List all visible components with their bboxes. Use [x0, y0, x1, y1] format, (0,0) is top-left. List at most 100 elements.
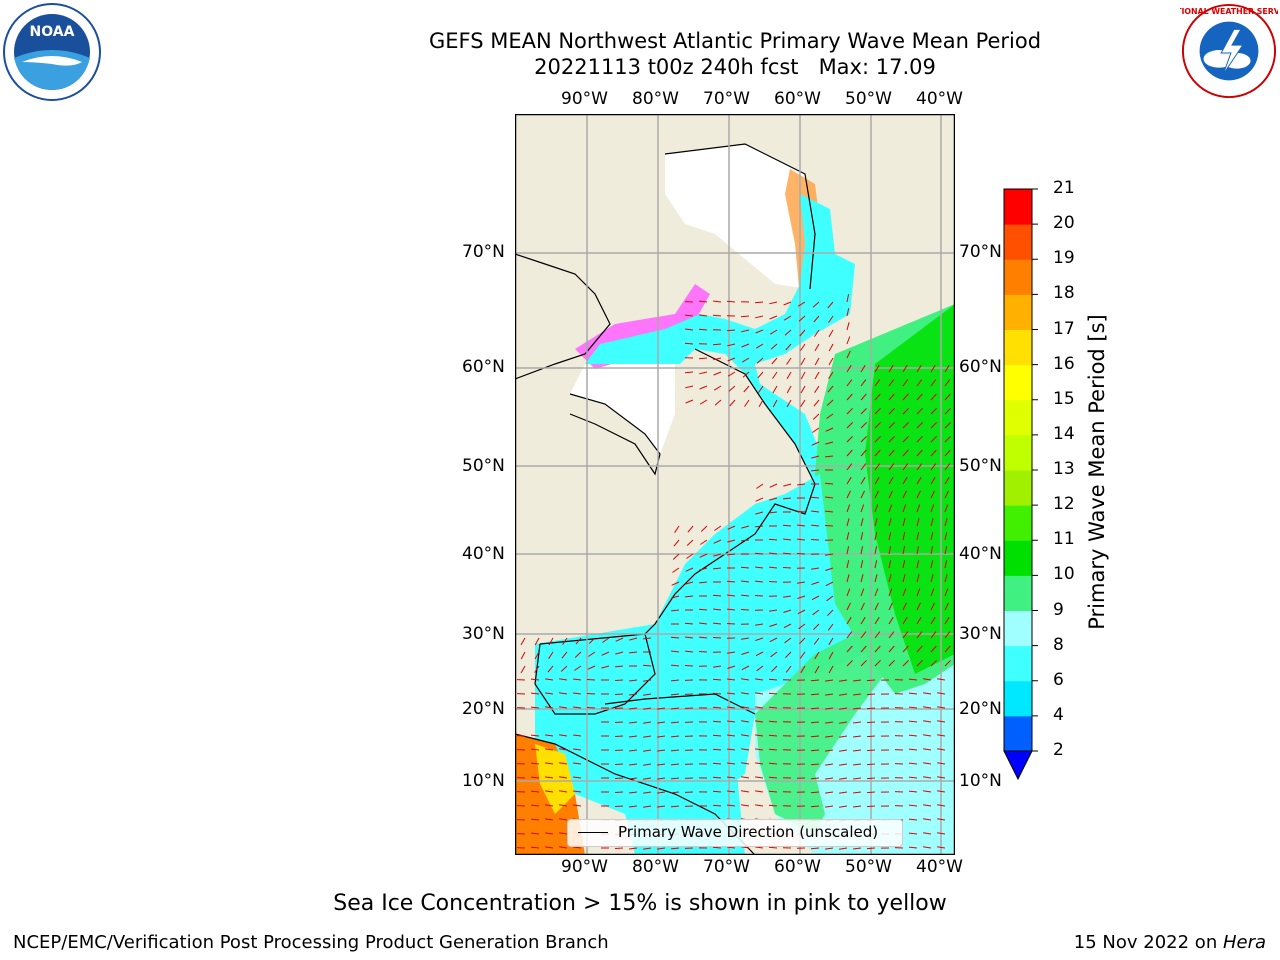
wave-arrow [699, 314, 708, 317]
wave-arrow [846, 336, 851, 345]
wave-arrow [874, 435, 881, 443]
wave-arrow [727, 371, 736, 377]
wave-arrow [825, 679, 834, 682]
wave-arrow [545, 790, 554, 793]
wave-arrow [811, 595, 820, 601]
colorbar-under-triangle [1003, 750, 1033, 781]
wave-arrow [916, 645, 923, 653]
wave-arrow [827, 609, 834, 617]
wave-arrow [741, 720, 750, 723]
wave-arrow [944, 504, 949, 513]
wave-arrow [916, 407, 923, 415]
lat-label-right: 70°N [959, 242, 1002, 262]
wave-arrow [810, 763, 820, 766]
wave-arrow [888, 631, 895, 639]
wave-arrow [670, 679, 680, 682]
wave-arrow [839, 679, 848, 682]
wave-arrow [699, 553, 708, 558]
wave-arrow [874, 631, 881, 639]
wave-arrow [902, 546, 906, 555]
colorbar-tick-label: 11 [1053, 529, 1075, 550]
wave-arrow [755, 692, 764, 695]
wave-arrow [573, 776, 582, 779]
wave-arrow [846, 616, 852, 625]
wave-arrow [888, 490, 893, 499]
colorbar-tick-label: 19 [1053, 248, 1075, 269]
wave-arrow [853, 791, 862, 794]
legend-label: Primary Wave Direction (unscaled) [618, 823, 879, 841]
wave-arrow [908, 692, 918, 695]
colorbar-segment [1004, 610, 1032, 647]
lon-label-bottom: 40°W [916, 857, 963, 877]
wave-arrow [743, 385, 750, 393]
wave-arrow [860, 616, 866, 625]
wave-arrow [712, 734, 722, 737]
wave-arrow [756, 357, 764, 364]
wave-arrow [908, 734, 918, 737]
wave-arrow [839, 777, 848, 780]
wave-arrow [846, 407, 853, 415]
wave-arrow [825, 777, 834, 780]
wave-arrow [846, 532, 850, 541]
wave-arrow [699, 622, 708, 625]
lat-label-left: 40°N [462, 544, 505, 564]
wave-arrow [944, 393, 951, 401]
wave-arrow [800, 343, 806, 351]
wave-arrow [772, 385, 778, 394]
wave-arrow [825, 763, 834, 766]
wave-arrow [783, 609, 792, 613]
wave-arrow [657, 735, 666, 738]
wave-arrow [685, 328, 694, 331]
wave-arrow [846, 422, 854, 429]
wave-arrow [944, 532, 948, 541]
wave-arrow [916, 435, 923, 443]
wave-arrow [559, 832, 568, 835]
wave-arrow [811, 524, 820, 527]
wave-arrow [769, 609, 778, 612]
wave-arrow [545, 818, 554, 821]
wave-arrow [769, 315, 778, 320]
wave-arrow [812, 427, 820, 433]
wave-arrow [629, 777, 638, 780]
wave-arrow [846, 364, 852, 373]
map-title: GEFS MEAN Northwest Atlantic Primary Wav… [428, 29, 1042, 53]
wave-arrow [614, 777, 624, 779]
wave-arrow [573, 762, 582, 765]
wave-arrow [813, 315, 820, 323]
wave-arrow [671, 650, 680, 653]
wave-arrow [908, 678, 918, 681]
wave-arrow [916, 631, 923, 639]
wave-arrow [700, 539, 708, 545]
wave-arrow [741, 594, 750, 597]
wave-arrow [742, 371, 750, 378]
wave-arrow [944, 476, 950, 485]
hudson-bay-ice [570, 364, 675, 454]
wave-arrow [810, 693, 820, 696]
wave-arrow [671, 581, 680, 586]
wave-arrow [727, 525, 736, 530]
lon-label-top: 40°W [916, 89, 963, 109]
wave-arrow [573, 804, 582, 807]
wave-arrow [797, 581, 806, 584]
wave-arrow [786, 385, 792, 394]
wave-arrow [916, 574, 920, 583]
wave-arrow [657, 749, 666, 752]
wave-arrow [930, 422, 938, 429]
wave-arrow [826, 399, 834, 406]
wave-arrow [874, 588, 879, 597]
wave-arrow [860, 560, 864, 569]
wave-arrow [545, 678, 554, 681]
wave-arrow [771, 357, 778, 365]
wave-arrow [916, 393, 923, 401]
wave-arrow [699, 399, 708, 405]
wave-arrow [786, 371, 792, 380]
wave-arrow [520, 637, 526, 646]
wave-arrow [930, 407, 937, 415]
wave-arrow [686, 553, 694, 559]
wave-arrow [684, 665, 694, 667]
wave-arrow [839, 847, 848, 850]
wave-arrow [769, 301, 778, 305]
wave-arrow [930, 659, 937, 667]
wave-arrow [846, 588, 851, 597]
wave-arrow [768, 678, 778, 681]
